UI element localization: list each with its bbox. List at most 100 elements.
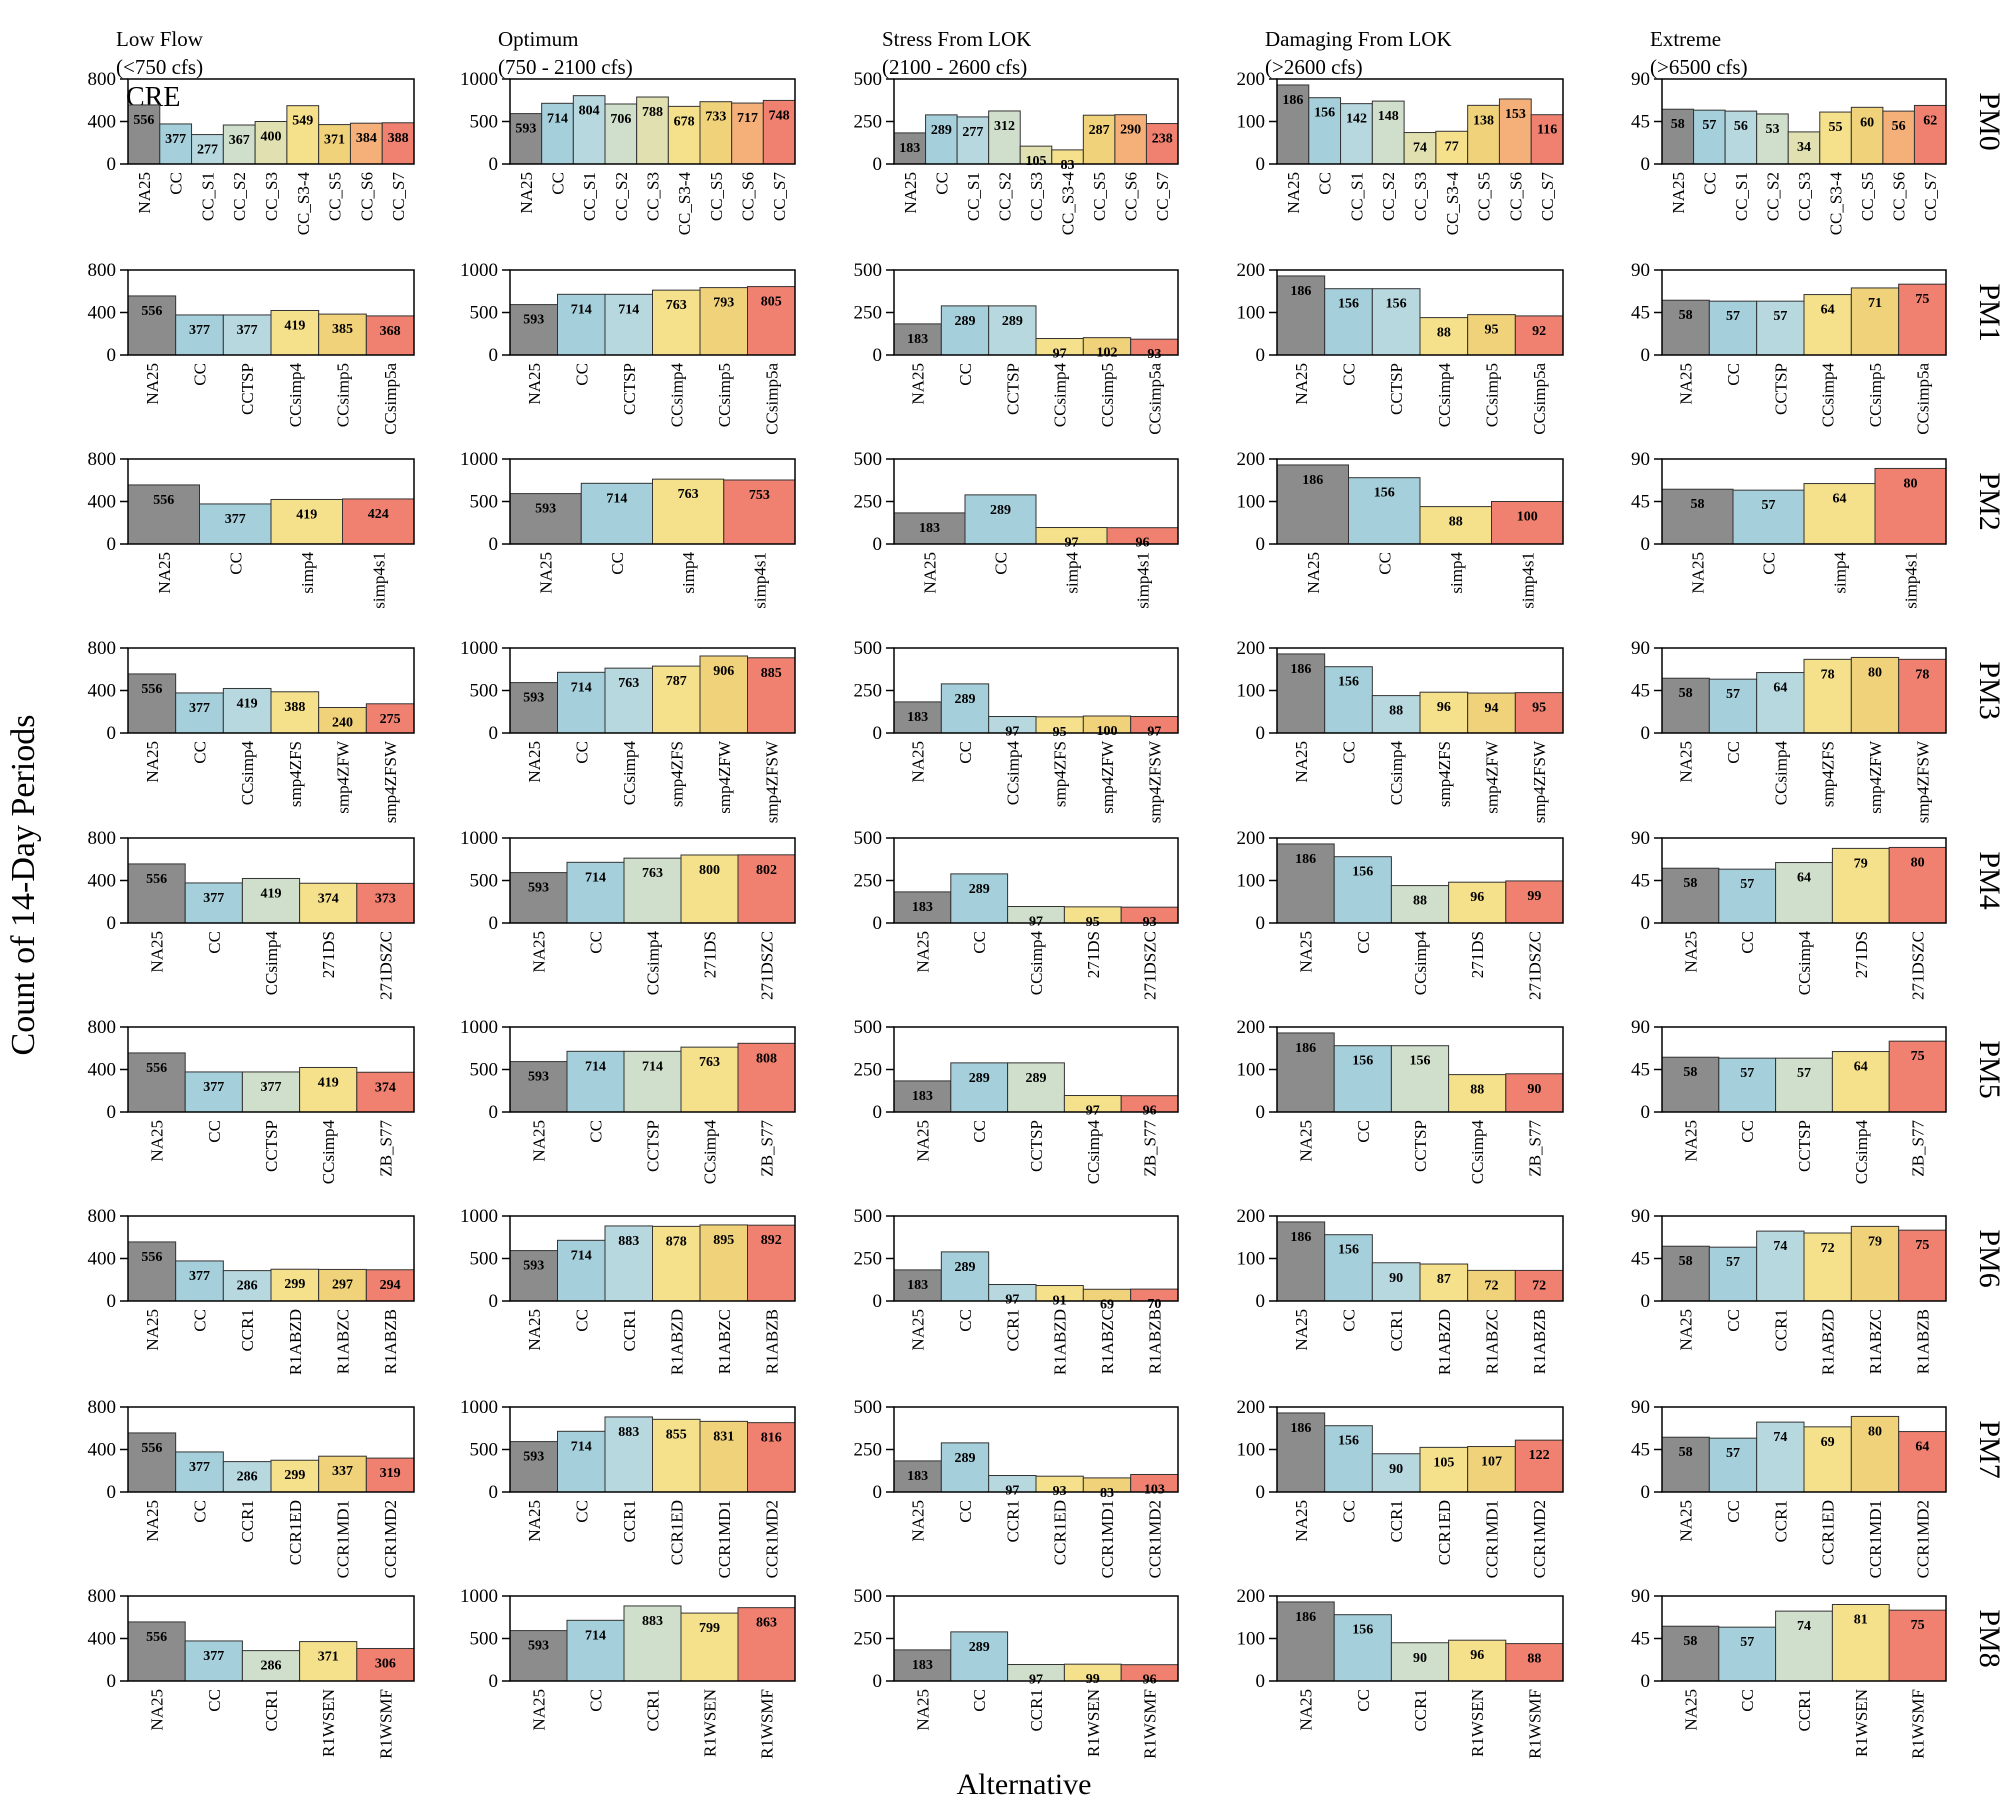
category-label: R1WSMF: [1525, 1689, 1544, 1759]
category-label: ZB_S77: [758, 1120, 777, 1177]
bar-value-label: 96: [1143, 1673, 1157, 1688]
category-label: CCR1: [1387, 1500, 1406, 1543]
bar-value-label: 593: [528, 1070, 549, 1085]
y-tick-label: 500: [854, 1397, 883, 1418]
category-label: CCTSP: [644, 1120, 663, 1172]
bar-value-label: 384: [356, 131, 377, 146]
bar-value-label: 593: [515, 122, 536, 137]
bar-value-label: 183: [907, 332, 928, 347]
y-tick-label: 45: [1631, 871, 1650, 892]
bar-value-label: 714: [547, 111, 568, 126]
bar-value-label: 419: [284, 318, 305, 333]
category-label: NA25: [921, 552, 940, 594]
bar-value-label: 80: [1911, 855, 1925, 870]
category-label: CC_S6: [1890, 172, 1909, 221]
bar-value-label: 97: [1005, 725, 1019, 740]
bar-value-label: 286: [237, 1279, 258, 1294]
category-label: CCsimp5: [715, 363, 734, 427]
y-tick-label: 45: [1631, 1440, 1650, 1461]
category-label: CC: [956, 1309, 975, 1332]
bar-value-label: 788: [642, 105, 663, 120]
y-tick-label: 500: [470, 1060, 499, 1081]
category-label: CCR1ED: [667, 1500, 686, 1565]
category-label: NA25: [525, 1500, 544, 1542]
bar-value-label: 156: [1374, 486, 1395, 501]
category-label: CCR1MD1: [1483, 1500, 1502, 1578]
y-tick-label: 45: [1631, 303, 1650, 324]
category-label: CC: [1724, 741, 1743, 764]
bar-value-label: 312: [994, 119, 1015, 134]
y-tick-label: 400: [88, 871, 117, 892]
category-label: NA25: [148, 1120, 167, 1162]
y-tick-label: 0: [1256, 345, 1266, 366]
category-label: NA25: [517, 172, 536, 214]
bar-value-label: 34: [1797, 140, 1811, 155]
y-tick-label: 500: [854, 638, 883, 659]
bar-value-label: 142: [1346, 112, 1367, 127]
bar-value-label: 186: [1295, 1041, 1316, 1056]
category-label: CC_S3-4: [675, 172, 694, 236]
bar-value-label: 156: [1352, 865, 1373, 880]
bar-value-label: 107: [1481, 1455, 1502, 1470]
bar-value-label: 377: [165, 132, 186, 147]
column-title: Low Flow: [116, 27, 204, 51]
category-label: ZB_S77: [1525, 1120, 1544, 1177]
category-label: CC: [1340, 363, 1359, 386]
category-label: CC_S3-4: [1827, 172, 1846, 236]
bar-value-label: 593: [523, 313, 544, 328]
category-label: NA25: [1681, 1120, 1700, 1162]
bar-value-label: 388: [284, 700, 305, 715]
category-label: R1ABZB: [381, 1309, 400, 1374]
category-label: NA25: [143, 741, 162, 783]
category-label: CC_S1: [964, 172, 983, 221]
bar-value-label: 81: [1854, 1613, 1868, 1628]
bar-value-label: 385: [332, 322, 353, 337]
category-label: CCsimp4: [262, 931, 281, 996]
category-label: CC_S7: [389, 172, 408, 222]
bar-value-label: 80: [1904, 476, 1918, 491]
bar-value-label: 186: [1290, 1230, 1311, 1245]
bar-value-label: 186: [1295, 852, 1316, 867]
bar-value-label: 289: [990, 503, 1011, 518]
bar-value-label: 64: [1915, 1440, 1929, 1455]
row-label: PM8: [1973, 1609, 2000, 1667]
category-label: smp4ZFW: [715, 740, 734, 814]
category-label: CCTSP: [262, 1120, 281, 1172]
category-label: CCR1: [1411, 1689, 1430, 1732]
bar-value-label: 156: [1338, 1243, 1359, 1258]
category-label: CCsimp4: [1003, 741, 1022, 806]
category-label: NA25: [1297, 1120, 1316, 1162]
category-label: R1WSMF: [1909, 1689, 1928, 1759]
y-tick-label: 200: [1237, 1206, 1266, 1227]
category-label: CC: [1760, 552, 1779, 575]
category-label: CC: [572, 1309, 591, 1332]
bar-value-label: 678: [674, 114, 695, 129]
bar-value-label: 377: [189, 1269, 210, 1284]
y-tick-label: 400: [88, 1440, 117, 1461]
bar-value-label: 80: [1868, 665, 1882, 680]
category-label: NA25: [530, 1120, 549, 1162]
category-label: CC_S3-4: [1059, 172, 1078, 236]
y-tick-label: 200: [1237, 638, 1266, 659]
column-subtitle: (>6500 cfs): [1650, 55, 1748, 79]
y-tick-label: 0: [1256, 1671, 1266, 1692]
bar-value-label: 186: [1290, 662, 1311, 677]
y-tick-label: 0: [489, 1482, 499, 1503]
y-tick-label: 0: [1641, 1482, 1651, 1503]
bar-value-label: 714: [606, 491, 627, 506]
bar-value-label: 77: [1445, 139, 1459, 154]
bar-value-label: 377: [203, 891, 224, 906]
category-label: smp4ZFSW: [1145, 740, 1164, 823]
category-label: CCsimp5: [1866, 363, 1885, 427]
y-tick-label: 500: [470, 1629, 499, 1650]
bar-value-label: 714: [585, 1059, 606, 1074]
bar-value-label: 103: [1144, 1482, 1165, 1497]
bar-value-label: 816: [761, 1431, 782, 1446]
category-label: NA25: [537, 552, 556, 594]
y-tick-label: 500: [854, 1586, 883, 1607]
y-tick-label: 0: [489, 534, 499, 555]
